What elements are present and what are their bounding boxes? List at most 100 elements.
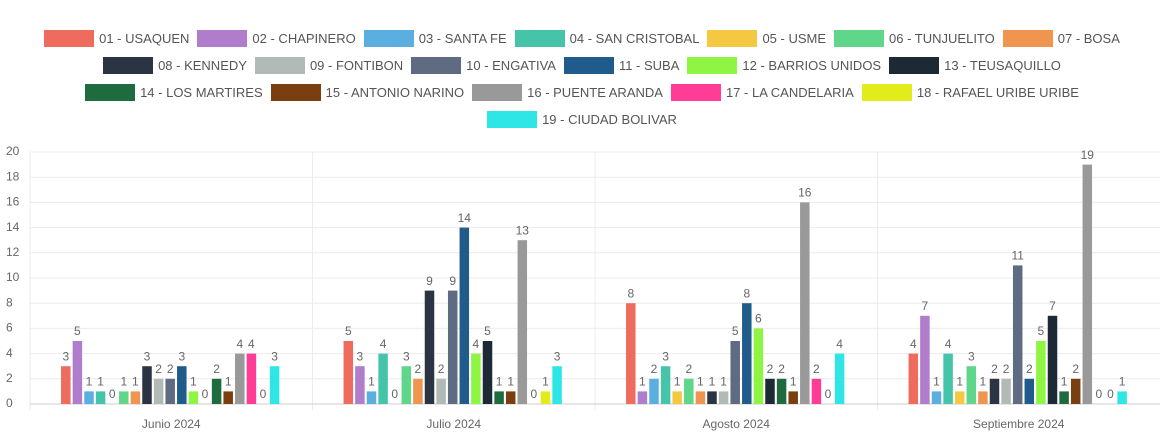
bar <box>459 227 470 404</box>
bar <box>1082 164 1093 404</box>
data-label: 1 <box>368 375 375 389</box>
data-label: 2 <box>991 362 998 376</box>
bar <box>61 366 71 404</box>
bar <box>177 366 187 404</box>
bar <box>188 391 199 404</box>
legend-swatch <box>563 57 614 74</box>
bar <box>1070 378 1081 404</box>
data-label: 1 <box>720 375 727 389</box>
bar <box>966 366 977 404</box>
legend-label: 17 - LA CANDELARIA <box>725 85 854 100</box>
bar <box>424 290 435 404</box>
y-tick-label: 4 <box>6 346 13 360</box>
legend-swatch <box>487 111 538 128</box>
bar <box>684 378 694 404</box>
data-label: 2 <box>685 362 692 376</box>
bar <box>517 240 528 404</box>
legend-row: 01 - USAQUEN 02 - CHAPINERO 03 - SANTA FE 0… <box>0 25 1164 52</box>
bar <box>660 366 671 404</box>
data-label: 3 <box>403 349 410 363</box>
bar <box>269 366 280 404</box>
bar <box>223 391 233 404</box>
bar <box>165 378 175 404</box>
bar <box>246 353 257 404</box>
y-tick-label: 0 <box>6 396 13 410</box>
x-tick-label: Julio 2024 <box>426 417 481 431</box>
legend-label: 10 - ENGATIVA <box>466 58 556 73</box>
bar <box>552 366 562 404</box>
data-label: 1 <box>1061 375 1068 389</box>
legend-item: 12 - BARRIOS UNIDOS <box>687 57 881 74</box>
data-label: 0 <box>1096 387 1103 401</box>
bar <box>989 378 1000 404</box>
legend-item: 19 - CIUDAD BOLIVAR <box>487 111 677 128</box>
bar <box>1059 391 1069 404</box>
bar <box>788 391 798 404</box>
legend-swatch <box>254 57 305 74</box>
legend-swatch <box>44 30 95 47</box>
legend-item: 01 - USAQUEN <box>44 30 189 47</box>
bar <box>505 391 516 404</box>
legend-label: 01 - USAQUEN <box>99 31 190 46</box>
data-label: 3 <box>62 349 69 363</box>
data-label: 1 <box>97 375 104 389</box>
legend-label: 03 - SANTA FE <box>418 31 507 46</box>
bar <box>72 341 83 404</box>
bar <box>800 202 810 404</box>
data-label: 3 <box>178 349 185 363</box>
bar <box>471 353 481 404</box>
legend-item: 16 - PUENTE ARANDA <box>472 84 663 101</box>
legend-swatch <box>707 30 758 47</box>
data-label: 1 <box>225 375 232 389</box>
bar <box>1024 378 1035 404</box>
bar <box>378 353 388 404</box>
data-label: 0 <box>109 387 116 401</box>
legend-swatch <box>363 30 414 47</box>
data-label: 19 <box>1081 148 1095 162</box>
legend-item: 05 - USME <box>707 30 826 47</box>
legend-label: 15 - ANTONIO NARINO <box>325 85 465 100</box>
legend-label: 04 - SAN CRISTOBAL <box>569 31 700 46</box>
data-label: 3 <box>144 349 151 363</box>
bar <box>707 391 717 404</box>
x-tick-label: Junio 2024 <box>142 417 201 431</box>
legend-item: 03 - SANTA FE <box>363 30 507 47</box>
bar <box>718 391 729 404</box>
legend-label: 18 - RAFAEL URIBE URIBE <box>916 85 1079 100</box>
y-tick-label: 10 <box>6 270 20 284</box>
data-label: 3 <box>357 349 364 363</box>
data-label: 2 <box>651 362 658 376</box>
data-label: 1 <box>639 375 646 389</box>
data-label: 4 <box>248 337 255 351</box>
data-label: 4 <box>945 337 952 351</box>
data-label: 1 <box>507 375 514 389</box>
bar <box>355 366 365 404</box>
legend-label: 14 - LOS MARTIRES <box>140 85 263 100</box>
legend-item: 08 - KENNEDY <box>103 57 247 74</box>
legend-swatch <box>103 57 154 74</box>
bar <box>978 391 988 404</box>
data-label: 16 <box>798 186 812 200</box>
legend-row: 14 - LOS MARTIRES 15 - ANTONIO NARINO 16 -… <box>0 79 1164 106</box>
bar <box>954 391 965 404</box>
data-label: 2 <box>767 362 774 376</box>
data-label: 5 <box>484 324 491 338</box>
data-label: 2 <box>438 362 445 376</box>
bar <box>447 290 458 404</box>
legend-label: 11 - SUBA <box>618 58 680 73</box>
bar <box>366 391 377 404</box>
y-tick-label: 8 <box>6 295 13 309</box>
data-label: 4 <box>380 337 387 351</box>
legend-item: 07 - BOSA <box>1002 30 1120 47</box>
data-label: 5 <box>74 324 81 338</box>
data-label: 4 <box>473 337 480 351</box>
data-label: 0 <box>531 387 538 401</box>
legend-swatch <box>85 84 136 101</box>
data-label: 14 <box>458 211 472 225</box>
legend-label: 07 - BOSA <box>1057 31 1120 46</box>
legend-swatch <box>687 57 738 74</box>
bar <box>753 328 764 404</box>
bar <box>931 391 942 404</box>
bar <box>1036 341 1046 404</box>
data-label: 1 <box>674 375 681 389</box>
